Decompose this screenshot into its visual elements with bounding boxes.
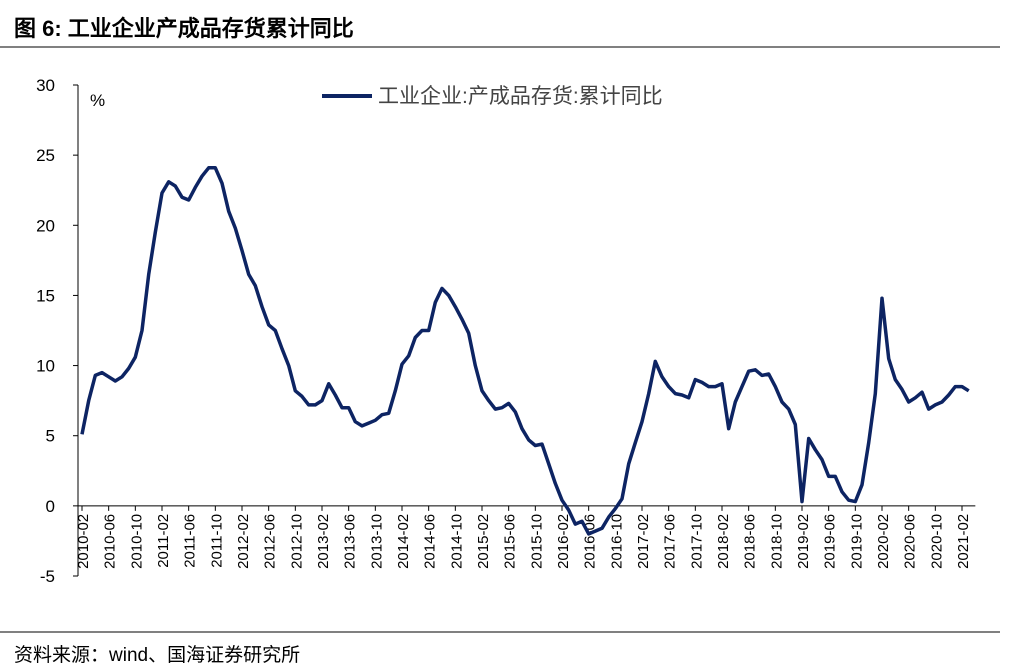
x-tick-label: 2020-02 [875, 514, 892, 569]
x-tick-label: 2017-10 [688, 514, 705, 569]
x-tick-label: 2010-10 [128, 514, 145, 569]
x-tick-label: 2012-02 [235, 514, 252, 569]
chart-title: 图 6: 工业企业产成品存货累计同比 [14, 16, 354, 41]
x-tick-label: 2010-02 [75, 514, 92, 569]
x-tick-label: 2010-06 [102, 514, 119, 569]
y-tick-label: 0 [46, 497, 55, 516]
x-tick-label: 2012-10 [288, 514, 305, 569]
x-tick-label: 2013-02 [315, 514, 332, 569]
x-tick-label: 2018-10 [768, 514, 785, 569]
x-tick-label: 2015-06 [502, 514, 519, 569]
x-tick-label: 2016-02 [555, 514, 572, 569]
x-tick-label: 2017-06 [662, 514, 679, 569]
x-tick-label: 2015-10 [528, 514, 545, 569]
x-tick-label: 2016-10 [608, 514, 625, 569]
y-tick-label: 5 [46, 427, 55, 446]
x-tick-label: 2020-06 [902, 514, 919, 569]
y-tick-label: 20 [36, 216, 55, 235]
y-unit: % [90, 91, 105, 110]
x-tick-label: 2014-06 [422, 514, 439, 569]
x-tick-label: 2015-02 [475, 514, 492, 569]
x-tick-label: 2021-02 [955, 514, 972, 569]
data-line [80, 166, 970, 536]
x-tick-label: 2020-10 [928, 514, 945, 569]
x-tick-label: 2019-06 [822, 514, 839, 569]
x-tick-label: 2019-10 [848, 514, 865, 569]
y-tick-label: 15 [36, 286, 55, 305]
y-tick-label: -5 [40, 567, 55, 586]
y-tick-label: 10 [36, 357, 55, 376]
x-tick-label: 2013-06 [342, 514, 359, 569]
x-tick-label: 2017-02 [635, 514, 652, 569]
x-tick-label: 2012-06 [262, 514, 279, 569]
legend-label: 工业企业:产成品存货:累计同比 [378, 85, 663, 108]
y-tick-label: 25 [36, 146, 55, 165]
x-tick-label: 2011-10 [208, 514, 225, 568]
x-tick-label: 2014-10 [448, 514, 465, 569]
x-tick-label: 2018-02 [715, 514, 732, 569]
source: 资料来源：wind、国海证券研究所 [14, 644, 300, 666]
x-tick-label: 2014-02 [395, 514, 412, 569]
y-tick-label: 30 [36, 76, 55, 95]
x-tick-label: 2011-02 [155, 514, 172, 568]
x-tick-label: 2013-10 [368, 514, 385, 569]
x-tick-label: 2011-06 [182, 514, 199, 568]
x-tick-label: 2018-06 [742, 514, 759, 569]
x-tick-label: 2019-02 [795, 514, 812, 569]
